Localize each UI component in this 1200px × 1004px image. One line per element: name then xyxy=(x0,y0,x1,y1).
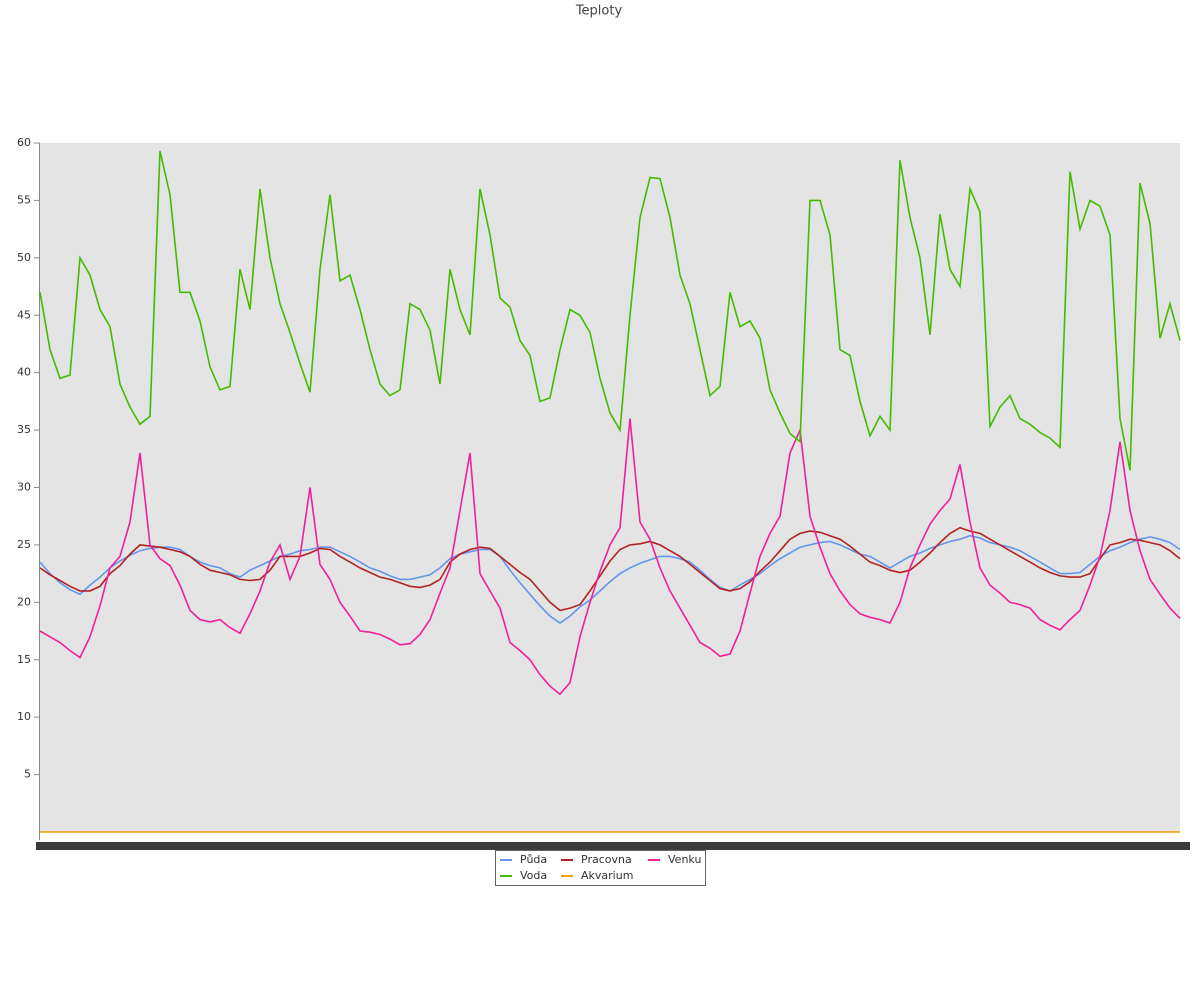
y-tick-label: 60 xyxy=(17,136,31,149)
legend-label: Voda xyxy=(520,869,547,882)
y-tick-label: 40 xyxy=(17,366,31,379)
series-line xyxy=(39,526,1181,612)
legend-label: Půda xyxy=(520,853,547,866)
y-tick-label: 20 xyxy=(17,595,31,608)
chart-title: Teploty xyxy=(575,4,623,19)
y-tick-label: 25 xyxy=(17,538,31,551)
legend xyxy=(495,850,706,886)
y-tick-label: 55 xyxy=(17,193,31,206)
x-tick-labels-band xyxy=(36,842,1190,850)
legend-label: Venku xyxy=(668,853,701,866)
y-tick-label: 35 xyxy=(17,423,31,436)
series-line xyxy=(39,534,1181,624)
series-line xyxy=(39,418,1181,696)
legend-label: Pracovna xyxy=(581,853,632,866)
y-tick-label: 30 xyxy=(17,481,31,494)
plot-area xyxy=(40,143,1180,832)
y-tick-label: 50 xyxy=(17,251,31,264)
y-tick-label: 10 xyxy=(17,710,31,723)
y-tick-label: 15 xyxy=(17,653,31,666)
y-tick-label: 45 xyxy=(17,308,31,321)
legend-label: Akvarium xyxy=(581,869,633,882)
y-tick-label: 5 xyxy=(24,768,31,781)
series-line xyxy=(39,150,1181,471)
